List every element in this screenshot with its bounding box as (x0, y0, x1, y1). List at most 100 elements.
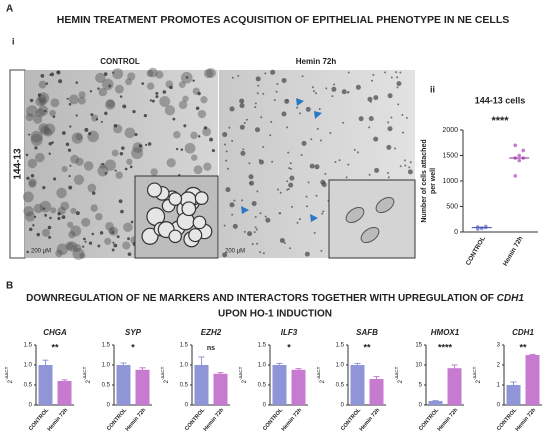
cell (396, 81, 402, 87)
cell (61, 215, 66, 219)
cell (77, 96, 86, 105)
cell (399, 165, 402, 168)
heading: UPON HO-1 INDUCTION (218, 309, 332, 320)
cell (371, 79, 374, 82)
y-axis-label: Number of cells attached (421, 139, 428, 222)
cell (75, 157, 84, 166)
micrograph-texture (22, 67, 413, 260)
cell (56, 187, 67, 199)
cell (50, 207, 57, 214)
cell (87, 183, 97, 193)
cell (399, 71, 402, 74)
cell (44, 109, 47, 113)
cell (101, 163, 105, 166)
cell (200, 96, 208, 104)
cell (39, 200, 52, 213)
cell (241, 199, 244, 202)
y-tick-label: 500 (446, 203, 458, 210)
y-tick-label: 2 (497, 363, 501, 369)
annotation: * (287, 342, 291, 352)
cell (384, 71, 387, 74)
cell (197, 91, 201, 96)
y-tick-label: 0.5 (258, 383, 267, 389)
y-tick-label: 1500 (442, 152, 458, 159)
cell (387, 121, 390, 124)
cell (70, 154, 80, 164)
cell (331, 95, 334, 98)
cell (79, 252, 86, 259)
cell (32, 224, 35, 227)
cell (278, 212, 281, 215)
cell (83, 237, 86, 241)
cell (226, 167, 229, 170)
y-tick-label: 15 (415, 343, 422, 349)
cell (129, 165, 133, 169)
error-bar (139, 367, 146, 372)
cell (318, 108, 321, 111)
cell (178, 81, 186, 88)
bar (525, 355, 540, 405)
cell (254, 127, 260, 133)
cell (269, 134, 272, 137)
cell (30, 130, 43, 143)
y-axis-label-base: 2 (398, 379, 404, 383)
cell (166, 158, 176, 168)
cell (159, 96, 171, 107)
cell (162, 90, 167, 94)
cell (115, 171, 123, 179)
cell (305, 205, 308, 208)
cell (243, 230, 246, 233)
cell (146, 182, 163, 198)
chart-title: EZH2 (201, 328, 222, 337)
chart-title: SYP (125, 328, 142, 337)
cell (112, 241, 115, 244)
arrowheads (241, 98, 322, 222)
cell (44, 213, 48, 217)
cell (247, 231, 253, 237)
y-axis-label-sup: -ΔΔCT (4, 366, 9, 380)
cell (38, 123, 49, 134)
y-tick-label: 1.5 (258, 343, 267, 349)
cell (130, 220, 134, 224)
cell (281, 77, 287, 83)
cell (120, 209, 124, 214)
bar (57, 381, 72, 405)
cell (112, 71, 115, 74)
cell (316, 127, 319, 130)
cell (288, 182, 294, 188)
heading-part: CDH1 (497, 293, 525, 304)
cell (81, 217, 91, 227)
y-tick-label: 0 (29, 403, 33, 409)
y-tick-label: 0 (419, 403, 423, 409)
cell (373, 136, 379, 142)
cell (122, 241, 131, 250)
cell (111, 248, 115, 252)
cell (288, 167, 291, 170)
y-axis-label-sup: -ΔΔCT (238, 366, 243, 380)
cell (126, 158, 133, 165)
error-bar (510, 381, 517, 388)
cell (254, 216, 257, 219)
cell (232, 223, 238, 229)
cell (138, 144, 143, 148)
annotation: * (131, 342, 135, 352)
y-tick-label: 1.5 (102, 343, 111, 349)
y-axis-label-sup: -ΔΔCT (316, 366, 321, 380)
cell (225, 159, 228, 162)
point (521, 148, 526, 153)
cell (242, 148, 245, 151)
cell (231, 213, 234, 216)
cell (95, 213, 103, 221)
x-tick-label: Hemin 72h (502, 235, 525, 267)
cell (197, 109, 207, 119)
cell (34, 215, 37, 218)
cell (33, 114, 43, 124)
subpanel-label: i (12, 36, 15, 46)
error-bar (354, 362, 361, 367)
cell (264, 72, 267, 75)
cell (172, 117, 176, 121)
bar (350, 365, 365, 405)
cell (108, 227, 115, 235)
cell (42, 207, 46, 210)
cell (322, 210, 325, 213)
